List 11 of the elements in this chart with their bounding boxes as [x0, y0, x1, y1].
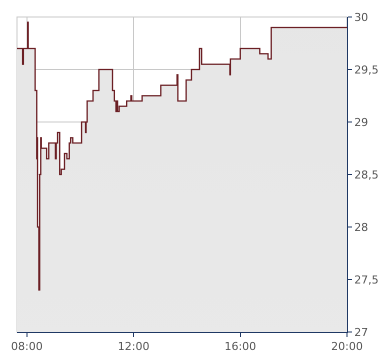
y-tick-label: 30: [354, 10, 368, 24]
y-tick-label: 27,5: [354, 273, 379, 286]
y-tick-label: 28: [354, 220, 368, 234]
y-tick-label: 28,5: [354, 168, 379, 182]
x-tick-label: 20:00: [331, 340, 363, 354]
x-tick-label: 16:00: [224, 340, 256, 354]
y-tick-label: 29: [354, 116, 368, 129]
y-tick-label: 27: [354, 326, 368, 339]
x-tick-label: 12:00: [118, 340, 150, 354]
x-tick-label: 08:00: [11, 340, 43, 354]
y-tick-label: 29,5: [354, 63, 379, 76]
